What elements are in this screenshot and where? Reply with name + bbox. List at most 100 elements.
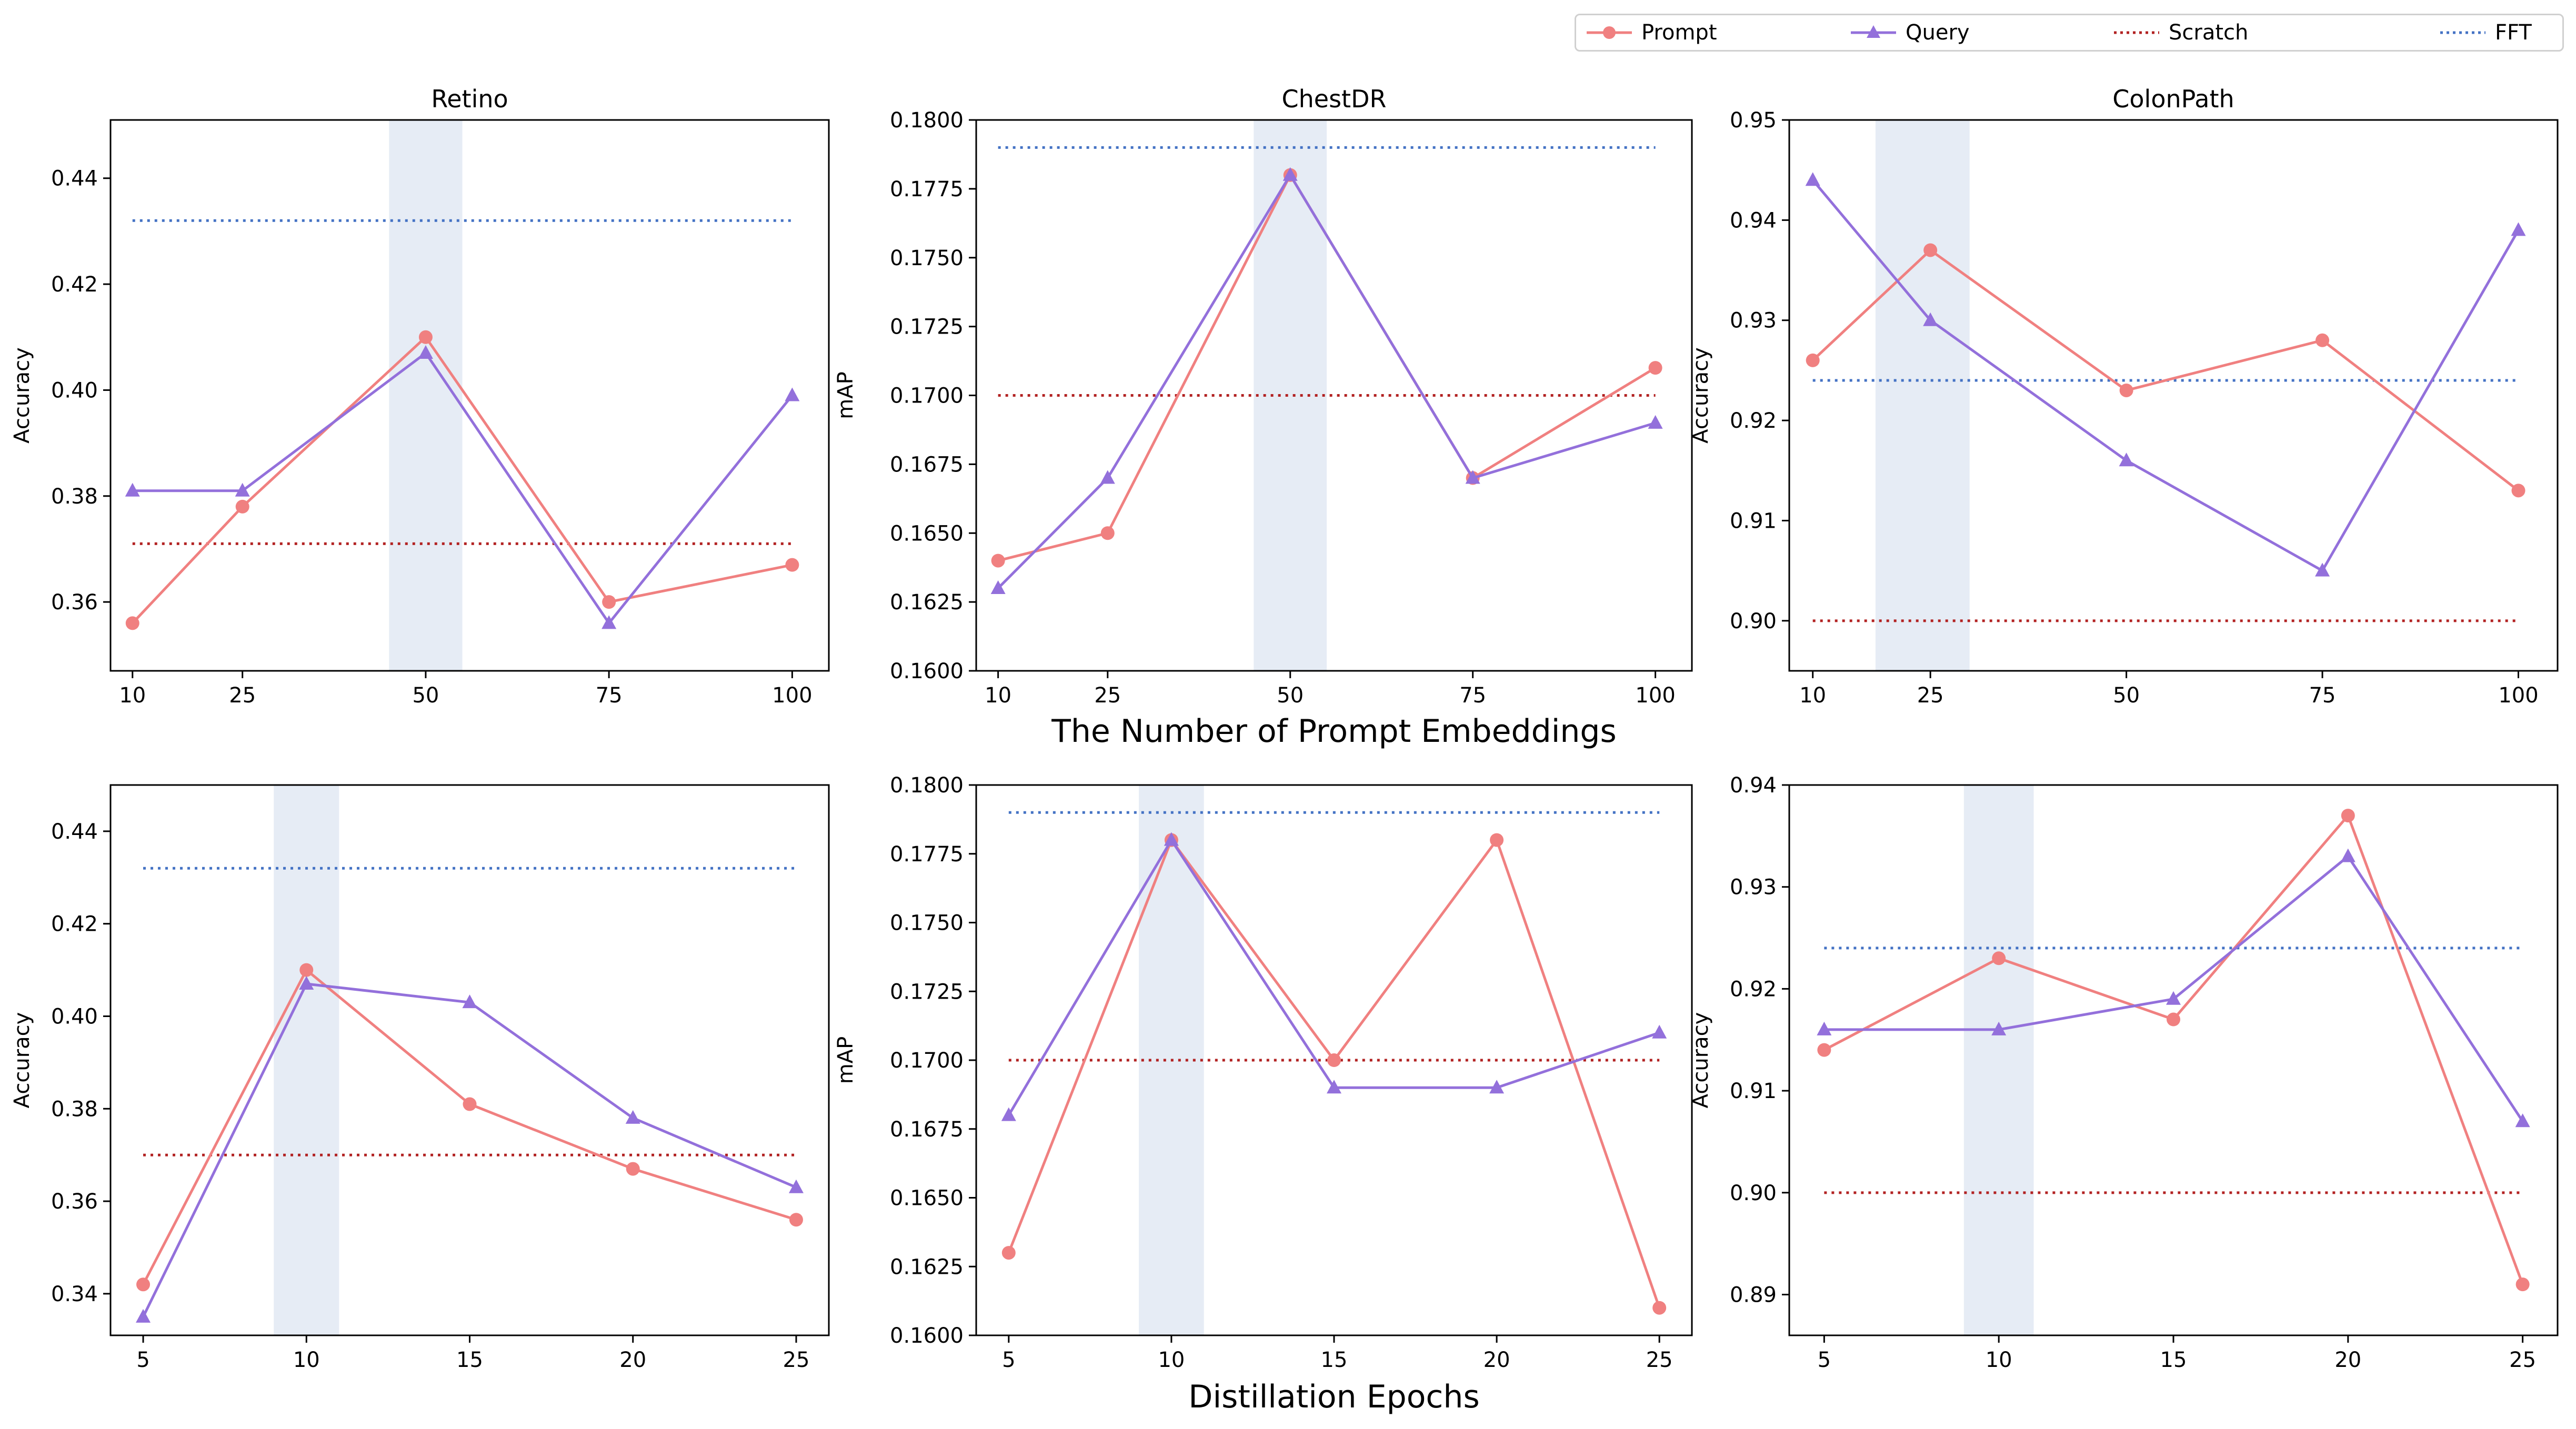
query-point [125,482,140,497]
chart-panel-1: 10 25 50 75 100 0.36 0.38 0.40 0.42 0.44 Accuracy R… [10,85,830,708]
query-point [136,1309,151,1323]
y-tick-label: 0.1725 [890,980,964,1004]
y-tick-label: 0.89 [1730,1283,1777,1307]
prompt-point [136,1277,151,1292]
y-tick-label: 0.91 [1730,509,1777,533]
query-point [1652,1024,1667,1039]
query-point [2315,562,2330,577]
y-tick-label: 0.42 [51,912,98,937]
prompt-series-line [1823,814,2524,1285]
axes-frame [1788,784,2559,1336]
y-tick-label: 0.94 [1730,208,1777,233]
query-point [1817,1021,1832,1035]
y-tick-label: 0.95 [1730,108,1777,133]
query-series-line [1007,839,1660,1116]
query-point [1164,832,1179,846]
x-tick-label: 10 [1986,1348,2012,1372]
y-tick-label: 0.40 [51,1004,98,1029]
y-tick-label: 0.40 [51,378,98,402]
y-axis-label: Accuracy [10,1012,34,1109]
highlight-band [274,785,339,1335]
axes-frame [109,119,830,672]
query-point [785,387,800,401]
prompt-point [1100,526,1115,540]
y-tick-label: 0.1675 [890,1118,964,1142]
legend-prompt-swatch [1587,26,1632,39]
prompt-point [1327,1053,1341,1067]
x-tick-label: 25 [1917,683,1944,708]
highlight-band [1875,120,1970,671]
y-tick-label: 0.90 [1730,609,1777,633]
query-point [1991,1021,2007,1035]
x-tick-label: 50 [412,683,439,708]
x-tick-label: 20 [619,1348,646,1372]
query-point [1805,172,1820,186]
axes-frame [975,119,1693,672]
x-tick-label: 10 [1158,1348,1185,1372]
x-tick-label: 25 [1646,1348,1673,1372]
prompt-point [2511,484,2525,498]
x-tick-label: 5 [1002,1348,1015,1372]
prompt-point [2167,1012,2180,1027]
x-tick-label: 10 [985,683,1011,708]
x-tick-label: 5 [1818,1348,1831,1372]
x-tick-label: 100 [2498,683,2538,708]
y-axis-label: Accuracy [1689,1012,1713,1109]
prompt-point [789,1213,803,1227]
x-tick-label: 10 [293,1348,320,1372]
query-point [2511,222,2526,236]
x-tick-label: 75 [2309,683,2336,708]
y-tick-label: 0.1625 [890,590,964,615]
query-point [625,1110,640,1124]
query-point [2340,848,2356,862]
prompt-point [418,330,433,344]
query-point [2515,1113,2530,1128]
legend-item-scratch: Scratch [2113,15,2248,50]
y-tick-label: 0.1725 [890,315,964,339]
y-tick-label: 0.1650 [890,1186,964,1211]
legend-item-fft: FFT [2439,15,2532,50]
legend: Prompt Query Scratch FFT [1575,14,2564,52]
prompt-point [1001,1246,1016,1260]
query-point [462,994,477,1009]
y-tick-label: 0.1600 [890,1324,964,1348]
y-axis-label: Accuracy [1689,347,1713,444]
query-point [2166,991,2181,1005]
chart-panel-2: 10 25 50 75 100 0.1600 0.1625 0.1650 0.1675 0.170… [834,85,1693,708]
x-tick-label: 100 [1635,683,1675,708]
legend-item-query: Query [1850,15,1970,50]
y-tick-label: 0.1600 [890,659,964,683]
x-tick-label: 15 [1321,1348,1348,1372]
x-tick-label: 25 [2509,1348,2536,1372]
x-tick-label: 75 [1459,683,1486,708]
legend-scratch-swatch [2114,31,2159,34]
prompt-point [1992,951,2006,965]
x-tick-label: 20 [1484,1348,1510,1372]
x-tick-label: 75 [596,683,623,708]
query-point [1327,1080,1341,1094]
y-tick-label: 0.93 [1730,875,1777,900]
query-point [1923,312,1938,326]
y-axis-label: Accuracy [10,347,34,444]
y-tick-label: 0.92 [1730,409,1777,433]
prompt-series-line [1007,839,1661,1309]
query-point [1489,1080,1505,1094]
panel-title: ChestDR [1282,85,1387,113]
y-tick-label: 0.1700 [890,1049,964,1073]
query-point [1282,167,1298,181]
query-point [299,975,314,990]
prompt-point [1817,1043,1831,1057]
y-tick-label: 0.36 [51,1190,98,1214]
y-tick-label: 0.92 [1730,977,1777,1001]
x-tick-label: 50 [1277,683,1304,708]
y-tick-label: 0.1625 [890,1255,964,1279]
prompt-point [1652,1301,1667,1315]
query-point [990,580,1006,594]
prompt-series-line [142,969,797,1285]
y-tick-label: 0.1775 [890,842,964,867]
legend-label-scratch: Scratch [2169,21,2249,45]
query-point [1465,470,1480,484]
x-tick-label: 5 [136,1348,149,1372]
y-tick-label: 0.1800 [890,773,964,798]
prompt-point [299,963,314,977]
